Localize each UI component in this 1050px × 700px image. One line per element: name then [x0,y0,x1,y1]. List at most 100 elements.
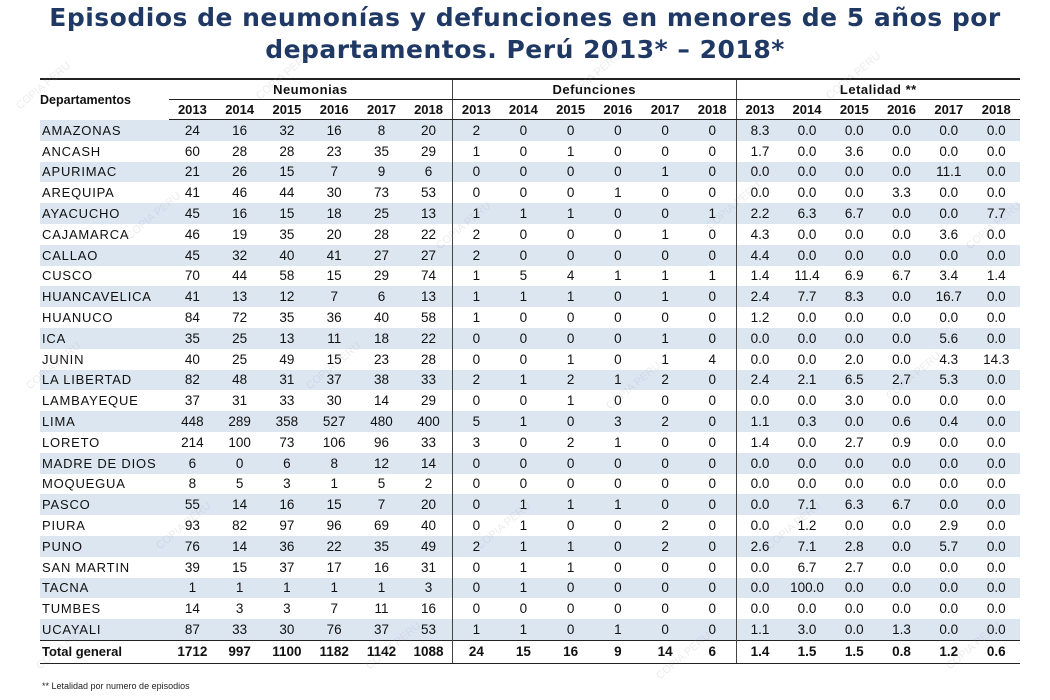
cell-neumonias: 289 [216,411,264,432]
cell-defunciones: 1 [641,286,689,308]
cell-neumonias: 33 [405,369,453,391]
cell-defunciones: 2 [451,535,500,557]
cell-neumonias: 82 [168,369,217,391]
cell-letalidad: 0.0 [797,393,817,409]
cell-neumonias: 28 [373,226,389,242]
cell-defunciones: 1 [641,327,689,349]
cell-neumonias: 55 [168,494,217,516]
cell-neumonias: 28 [421,351,437,367]
cell-neumonias: 96 [373,434,389,450]
cell-neumonias: 16 [216,203,264,224]
cell-defunciones: 0 [708,185,716,201]
cell-defunciones: 1 [499,203,547,224]
cell-neumonias: 48 [216,369,264,391]
cell-letalidad: 0.0 [892,143,911,159]
cell-letalidad: 0.0 [986,185,1006,201]
year-header-neumonias-2017: 2017 [357,99,406,120]
cell-defunciones: 1 [641,161,689,183]
cell-letalidad: 0.0 [844,185,864,201]
cell-letalidad: 4.4 [735,244,784,266]
cell-letalidad: 0.0 [925,494,973,516]
cell-letalidad: 1.4 [735,265,784,287]
cell-defunciones: 1 [451,140,500,162]
cell-letalidad: 0.0 [986,559,1006,575]
cell-defunciones: 0 [546,244,595,266]
cell-letalidad: 0.0 [986,226,1006,242]
cell-neumonias: 7 [357,494,406,516]
cell-neumonias: 3 [283,476,291,492]
cell-neumonias: 15 [232,559,248,575]
cell-letalidad: 3.3 [892,185,911,201]
cell-neumonias: 7 [310,161,358,183]
table-row: APURIMAC 21 26 15 7 9 6 0 0 0 0 1 0 0.0 0.0 0.0 0.0 11.1 0… [40,161,1020,183]
cell-defunciones: 1 [614,268,622,284]
cell-neumonias: 73 [279,434,295,450]
department-name: JUNIN [42,351,85,367]
cell-letalidad: 0.0 [830,161,878,183]
cell-letalidad: 0.0 [925,119,973,141]
cell-letalidad: 0.0 [892,393,911,409]
cell-letalidad: 2.9 [939,518,959,534]
year-header-letalidad-2018: 2018 [972,99,1020,120]
group-header-neumonias: Neumonias [168,78,453,100]
cell-defunciones: 0 [641,244,689,266]
year-header-neumonias-2013: 2013 [168,99,217,120]
cell-neumonias: 15 [263,203,311,224]
data-table: Departamentos Neumonias Defunciones Leta… [40,78,1020,664]
cell-defunciones: 0 [451,473,500,495]
cell-neumonias: 21 [168,161,217,183]
cell-defunciones: 0 [641,577,689,599]
cell-defunciones: 2 [641,535,689,557]
department-name: LA LIBERTAD [40,369,169,391]
cell-defunciones: 0 [594,286,642,308]
cell-defunciones: 0 [546,411,595,432]
department-name: ANCASH [42,143,101,159]
cell-defunciones: 0 [661,185,669,201]
cell-defunciones: 4 [708,351,716,367]
cell-neumonias: 997 [216,639,264,664]
cell-defunciones: 0 [451,327,500,349]
cell-letalidad: 2.4 [735,286,784,308]
cell-letalidad: 0.0 [830,411,878,432]
cell-letalidad: 0.0 [972,369,1020,391]
cell-neumonias: 14 [216,535,264,557]
cell-letalidad: 2.2 [735,203,784,224]
cell-letalidad: 16.7 [925,286,973,308]
cell-defunciones: 0 [519,393,528,409]
cell-defunciones: 0 [566,601,575,617]
cell-letalidad: 0.0 [877,577,926,599]
cell-defunciones: 0 [614,143,622,159]
cell-defunciones: 0 [546,619,595,641]
cell-defunciones: 0 [499,244,547,266]
cell-defunciones: 0 [451,515,500,536]
department-name: LAMBAYEQUE [42,393,139,409]
cell-defunciones: 0 [546,452,595,474]
cell-letalidad: 0.0 [972,535,1020,557]
cell-neumonias: 30 [263,619,311,641]
cell-defunciones: 0 [708,476,716,492]
cell-defunciones: 0 [566,185,575,201]
cell-letalidad: 0.0 [783,244,831,266]
total-row: Total general 1712 997 1100 1182 1142 1088 24 15… [40,639,1020,664]
cell-neumonias: 13 [405,203,453,224]
year-header-letalidad-2013: 2013 [735,99,784,120]
cell-neumonias: 82 [232,518,248,534]
cell-neumonias: 74 [421,268,437,284]
cell-letalidad: 0.0 [844,310,864,326]
cell-neumonias: 60 [184,143,200,159]
cell-defunciones: 0 [688,369,737,391]
cell-defunciones: 1 [566,351,575,367]
cell-defunciones: 1 [594,369,642,391]
cell-letalidad: 0.0 [797,185,817,201]
cell-letalidad: 0.0 [735,161,784,183]
cell-neumonias: 38 [357,369,406,391]
table-row: LIMA 448 289 358 527 480 400 5 1 0 3 2 0 1.1 0.3 0.0 0.6… [40,411,1020,432]
cell-letalidad: 6.7 [892,268,911,284]
table-row: MOQUEGUA 8 5 3 1 5 2 0 0 0 0 0 0 0.0 0.0 0.0 0.0 0.0 0.0 [40,473,1020,495]
table-row: PIURA 93 82 97 96 69 40 0 1 0 0 2 0 0.0 1.2 0.0 0.0 2.9 0.… [40,515,1020,536]
table-row: HUANCAVELICA 41 13 12 7 6 13 1 1 1 0 1 0 2.4 7.7 8.3 0.0… [40,286,1020,308]
department-name: APURIMAC [40,161,169,183]
cell-defunciones: 0 [708,559,716,575]
cell-defunciones: 1 [594,494,642,516]
cell-letalidad: 0.0 [735,515,784,536]
